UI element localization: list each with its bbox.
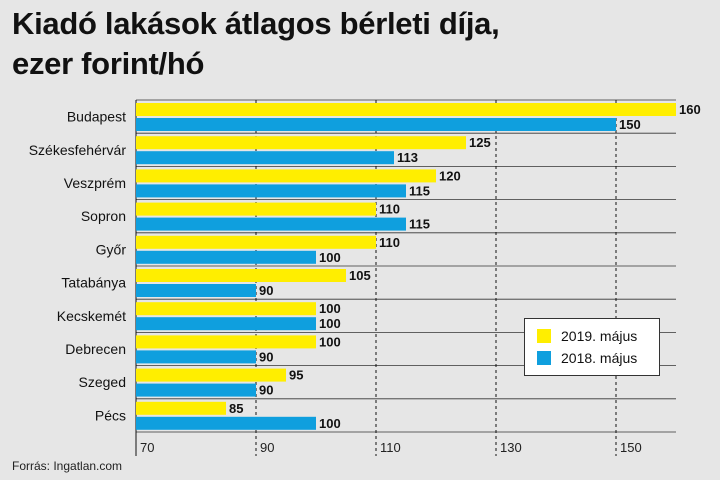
data-label-2019: 85 — [229, 401, 243, 416]
legend-swatch-2019 — [537, 329, 551, 343]
bar-2018 — [136, 284, 256, 297]
bar-2019 — [136, 269, 346, 282]
bar-2019 — [136, 169, 436, 183]
category-label: Pécs — [95, 407, 126, 423]
bar-2019 — [136, 136, 466, 150]
legend-label-2019: 2019. május — [561, 328, 638, 344]
bar-2018 — [136, 118, 616, 131]
category-label: Budapest — [67, 109, 126, 125]
data-label-2018: 100 — [319, 250, 341, 265]
legend-swatch-2018 — [537, 351, 551, 365]
x-tick-label: 110 — [380, 440, 401, 455]
category-label: Sopron — [81, 208, 126, 224]
x-tick-label: 90 — [260, 440, 274, 455]
chart-legend: 2019. május 2018. május — [524, 318, 660, 376]
data-label-2018: 115 — [409, 217, 430, 232]
category-label: Veszprém — [64, 175, 126, 191]
legend-label-2018: 2018. május — [561, 350, 638, 366]
data-label-2018: 90 — [259, 283, 273, 298]
category-label: Kecskemét — [57, 308, 126, 324]
bar-2018 — [136, 416, 316, 430]
bar-2019 — [136, 235, 376, 249]
data-label-2018: 150 — [619, 117, 641, 132]
data-label-2018: 100 — [319, 316, 341, 331]
bar-2018 — [136, 184, 406, 198]
bar-2019 — [136, 401, 226, 415]
category-label: Szeged — [79, 374, 126, 390]
bar-2019 — [136, 335, 316, 349]
data-label-2019: 100 — [319, 334, 341, 349]
data-label-2018: 90 — [259, 349, 273, 364]
chart-title-line-2: ezer forint/hó — [12, 46, 205, 81]
bar-2018 — [136, 383, 256, 397]
data-label-2019: 120 — [439, 168, 461, 183]
data-label-2018: 115 — [409, 183, 430, 198]
data-label-2019: 110 — [379, 235, 400, 250]
bar-2019 — [136, 368, 286, 382]
data-label-2018: 113 — [397, 150, 418, 165]
data-label-2018: 90 — [259, 383, 273, 398]
data-label-2019: 110 — [379, 202, 400, 217]
category-label: Székesfehérvár — [29, 142, 127, 158]
x-tick-label: 70 — [140, 440, 154, 455]
bar-2019 — [136, 103, 676, 116]
data-label-2018: 100 — [319, 416, 341, 431]
bar-2018 — [136, 350, 256, 364]
bar-2018 — [136, 217, 406, 231]
data-label-2019: 160 — [679, 102, 701, 117]
bar-2018 — [136, 250, 316, 264]
category-label: Debrecen — [65, 341, 126, 357]
x-tick-label: 150 — [620, 440, 642, 455]
legend-item-2019: 2019. május — [537, 328, 637, 344]
chart-title-line-1: Kiadó lakások átlagos bérleti díja, — [12, 6, 500, 41]
bar-2018 — [136, 317, 316, 331]
x-tick-label: 130 — [500, 440, 522, 455]
data-label-2019: 105 — [349, 268, 371, 283]
bar-2018 — [136, 151, 394, 165]
source-note: Forrás: Ingatlan.com — [12, 459, 123, 473]
category-label: Győr — [96, 241, 127, 257]
bar-2019 — [136, 202, 376, 216]
bar-2019 — [136, 302, 316, 316]
chart-title: Kiadó lakások átlagos bérleti díja, ezer… — [12, 4, 712, 84]
category-label: Tatabánya — [61, 275, 126, 291]
data-label-2019: 125 — [469, 135, 491, 150]
data-label-2019: 95 — [289, 368, 303, 383]
data-label-2019: 100 — [319, 301, 341, 316]
legend-item-2018: 2018. május — [537, 350, 637, 366]
